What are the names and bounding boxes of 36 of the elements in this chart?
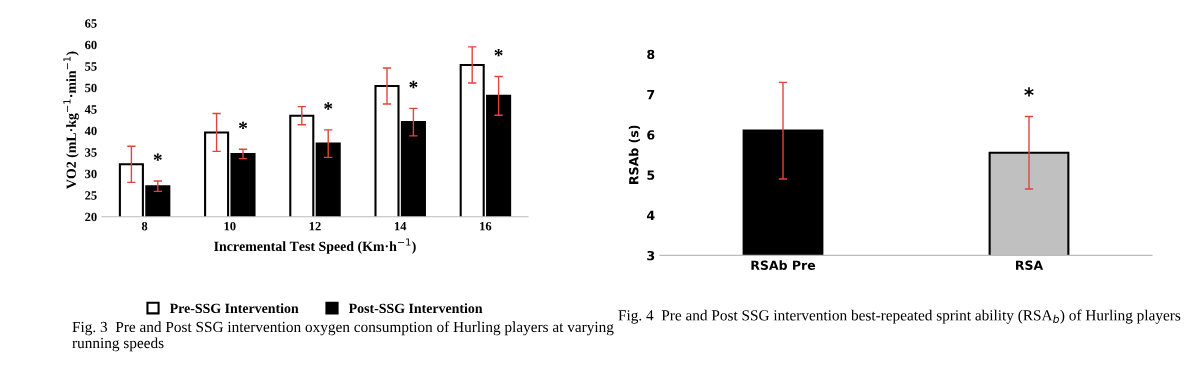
x-tick-label: 16 [480,221,492,231]
y-tick-label: 45 [84,105,97,114]
y-tick-label: 3 [647,250,655,261]
y-tick-label: 55 [85,62,97,71]
y-tick-label: 25 [85,191,97,200]
y-tick-label: 60 [85,40,97,50]
y-tick-label: 20 [85,212,97,222]
x-tick-label: 14 [394,222,407,231]
annotation: * [238,121,248,130]
y-axis-title: RSAb (s) [628,125,640,184]
annotation: * [409,80,418,89]
caption: Fig. 4 Pre and Post SSG intervention best-repeated sprint ability (RSA$_{b}$) of Hurling players [618,309,1181,324]
y-tick-label: 8 [647,49,655,60]
annotation: * [1024,87,1034,97]
y-tick-label: 4 [647,210,655,220]
x-tick-label: RSA [1016,260,1044,270]
caption: Fig. 3 Pre and Post SSG intervention oxygen consumption of Hurling players at varying running speeds [72,321,614,352]
x-tick-label: 12 [309,221,321,231]
y-tick-label: 7 [647,90,655,100]
x-tick-label: RSAb Pre [751,260,816,270]
x-tick-label: 10 [224,221,236,231]
y-tick-label: 40 [84,126,97,136]
annotation: * [153,153,162,161]
y-tick-label: 65 [85,19,97,28]
y-tick-label: 50 [85,83,97,93]
annotation: * [324,102,333,110]
y-tick-label: 5 [647,170,655,180]
y-axis-title: VO2 (mL·kg$^{−1}$·min$^{−1}$) [63,51,79,189]
x-tick-label: 8 [141,221,148,231]
x-axis-title: Incremental Test Speed (Km·h$^{−1}$) [214,238,416,254]
y-tick-label: 30 [85,169,97,179]
legend-label: Post-SSG Intervention [348,303,483,314]
annotation: * [494,49,503,57]
y-tick-label: 6 [647,130,655,140]
legend-label: Pre-SSG Intervention [169,303,299,314]
y-tick-label: 35 [85,148,97,157]
